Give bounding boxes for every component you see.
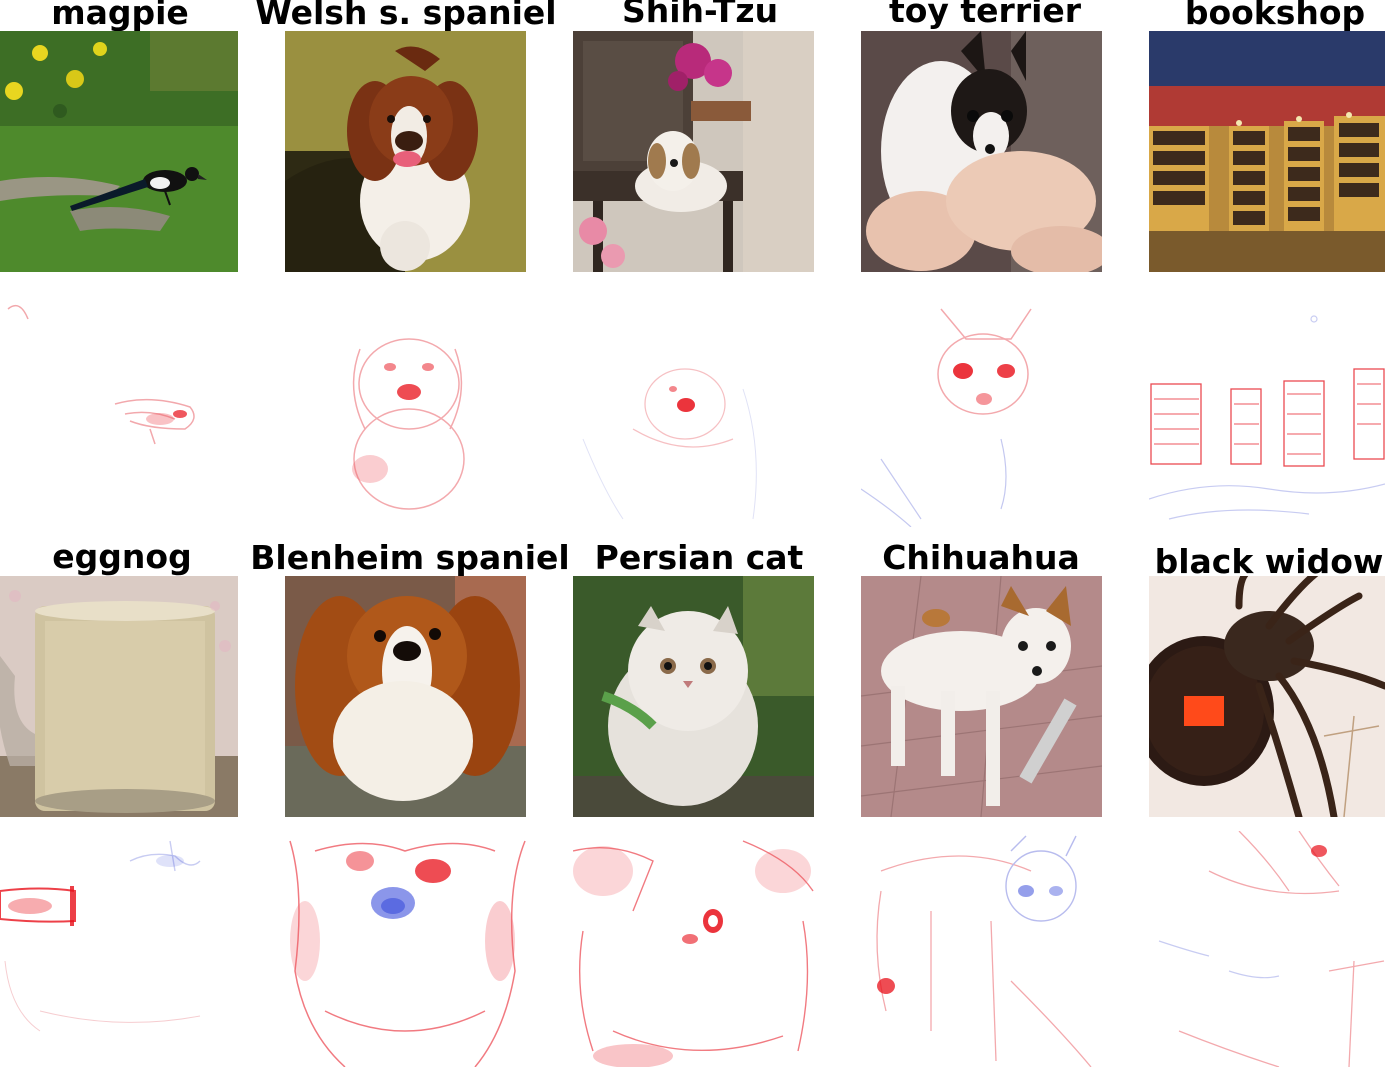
- photo-chihuahua: [861, 576, 1102, 817]
- relevance-map-bookshop: [1149, 289, 1385, 530]
- photo-persian-cat: [573, 576, 814, 817]
- photo-bookshop: [1149, 31, 1385, 272]
- panel-title-persian-cat: Persian cat: [594, 538, 804, 577]
- panel-title-black-widow: black widow: [1154, 542, 1384, 581]
- panel-title-magpie: magpie: [51, 0, 189, 32]
- panel-title-blenheim-spaniel: Blenheim spaniel: [250, 538, 570, 577]
- photo-blenheim-spaniel: [285, 576, 526, 817]
- relevance-map-shih-tzu: [573, 289, 814, 530]
- photo-toy-terrier: [861, 31, 1102, 272]
- photo-shih-tzu: [573, 31, 814, 272]
- photo-welsh-springer-spaniel: [285, 31, 526, 272]
- photo-magpie: [0, 31, 238, 272]
- panel-title-welsh-spaniel: Welsh s. spaniel: [255, 0, 557, 32]
- relevance-map-welsh-springer-spaniel: [285, 289, 526, 530]
- relevance-map-chihuahua: [861, 831, 1102, 1072]
- relevance-map-magpie: [0, 289, 238, 530]
- relevance-map-eggnog: [0, 831, 238, 1072]
- relevance-map-black-widow: [1149, 831, 1385, 1072]
- panel-title-toy-terrier: toy terrier: [888, 0, 1082, 30]
- relevance-map-persian-cat: [573, 831, 814, 1072]
- photo-eggnog: [0, 576, 238, 817]
- photo-black-widow: [1149, 576, 1385, 817]
- relevance-map-blenheim-spaniel: [285, 831, 526, 1072]
- panel-title-bookshop: bookshop: [1184, 0, 1366, 32]
- panel-title-eggnog: eggnog: [52, 537, 192, 576]
- panel-title-chihuahua: Chihuahua: [882, 538, 1080, 577]
- relevance-map-toy-terrier: [861, 289, 1102, 530]
- panel-title-shih-tzu: Shih-Tzu: [621, 0, 779, 30]
